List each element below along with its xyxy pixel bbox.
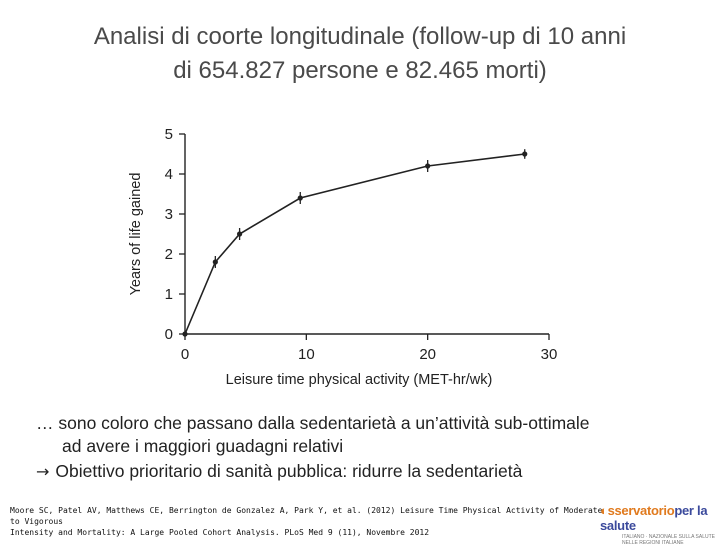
data-point xyxy=(297,195,303,201)
y-tick-label: 5 xyxy=(165,126,173,143)
reference-line-2: Intensity and Mortality: A Large Pooled … xyxy=(10,528,430,537)
x-tick-label: 0 xyxy=(181,346,189,363)
x-tick-label: 20 xyxy=(419,346,436,363)
data-point xyxy=(182,331,188,337)
data-point xyxy=(425,163,431,169)
caption-goal: → Obiettivo prioritario di sanità pubblic… xyxy=(36,460,696,483)
logo-wordmark: ◐sservatorioper la salute xyxy=(600,503,715,533)
data-point xyxy=(237,231,243,237)
caption-line-1: … sono coloro che passano dalla sedentar… xyxy=(36,413,590,433)
x-tick-label: 30 xyxy=(541,346,558,363)
x-axis-label: Leisure time physical activity (MET-hr/w… xyxy=(226,372,493,388)
arrow-right-icon: → xyxy=(36,462,50,481)
goal-text: Obiettivo prioritario di sanità pubblica… xyxy=(55,461,523,481)
y-tick-label: 2 xyxy=(165,246,173,263)
y-tick-label: 0 xyxy=(165,326,173,343)
y-axis-label: Years of life gained xyxy=(128,173,144,296)
data-point xyxy=(212,259,218,265)
osservatorio-logo: ◐sservatorioper la salute ITALIANO · NAZ… xyxy=(600,503,715,546)
series-line xyxy=(184,153,525,335)
title-line-1: Analisi di coorte longitudinale (follow-… xyxy=(93,23,627,50)
data-point xyxy=(522,151,528,157)
years-of-life-chart: 0 10 20 30 0 1 2 3 4 5 Leisure time physical activ… xyxy=(128,126,558,388)
logo-tagline: ITALIANO · NAZIONALE SULLA SALUTE NELLE … xyxy=(622,534,715,546)
reference: Moore SC, Patel AV, Matthews CE, Berring… xyxy=(10,505,610,538)
logo-suffix: per la salute xyxy=(600,503,708,533)
y-tick-label: 4 xyxy=(165,166,173,183)
y-tick-label: 1 xyxy=(165,286,173,303)
x-tick-label: 10 xyxy=(298,346,315,363)
y-tick-label: 3 xyxy=(165,206,173,223)
logo-prefix: sservatorio xyxy=(607,503,675,518)
caption: … sono coloro che passano dalla sedentar… xyxy=(36,412,696,483)
caption-line-2: ad avere i maggiori guadagni relativi xyxy=(62,436,344,456)
slide-title: Analisi di coorte longitudinale (follow-… xyxy=(20,20,700,88)
logo-o-icon: ◐ xyxy=(600,503,608,518)
reference-line-1: Moore SC, Patel AV, Matthews CE, Berring… xyxy=(10,506,603,526)
title-line-2: di 654.827 persone e 82.465 morti) xyxy=(173,57,547,84)
